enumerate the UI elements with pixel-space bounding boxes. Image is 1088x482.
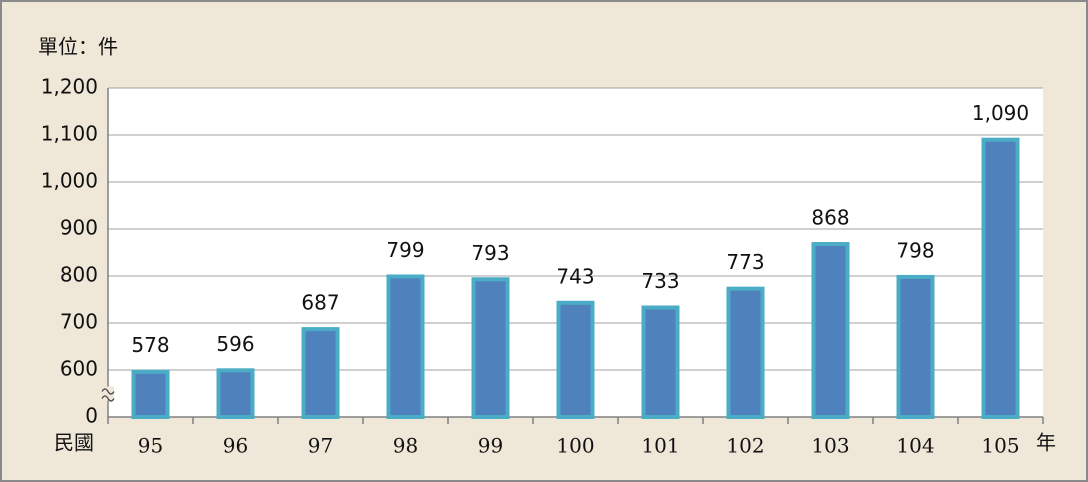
value-label: 687 — [301, 291, 339, 315]
x-tick-label: 96 — [223, 434, 248, 458]
value-label: 868 — [811, 206, 849, 230]
bar — [896, 274, 935, 419]
bar — [301, 327, 340, 419]
y-tick-label: 900 — [60, 216, 98, 240]
x-tick-label: 100 — [556, 434, 594, 458]
bar — [471, 277, 510, 420]
value-label: 743 — [556, 264, 594, 288]
x-tick-label: 103 — [811, 434, 849, 458]
x-label-prefix: 民國 — [54, 431, 94, 455]
bar — [811, 242, 850, 419]
value-label: 773 — [726, 250, 764, 274]
y-tick-label: 0 — [85, 404, 98, 428]
y-tick-label: 800 — [60, 263, 98, 287]
y-tick-label: 1,200 — [41, 75, 98, 99]
value-label: 596 — [216, 332, 254, 356]
y-tick-label: 1,100 — [41, 122, 98, 146]
x-tick-label: 102 — [726, 434, 764, 458]
bar — [726, 286, 765, 419]
value-label: 799 — [386, 238, 424, 262]
x-tick-label: 104 — [896, 434, 934, 458]
value-label: 793 — [471, 241, 509, 265]
x-label-suffix: 年 — [1036, 431, 1056, 455]
x-tick-label: 97 — [308, 434, 333, 458]
bar — [216, 368, 255, 419]
bar — [641, 305, 680, 419]
y-tick-label: 600 — [60, 357, 98, 381]
y-tick-label: 1,000 — [41, 169, 98, 193]
x-tick-label: 99 — [478, 434, 503, 458]
x-tick-label: 95 — [138, 434, 163, 458]
x-tick-label: 101 — [641, 434, 679, 458]
value-label: 578 — [131, 333, 169, 357]
bar — [386, 274, 425, 419]
value-label: 1,090 — [972, 101, 1029, 125]
x-tick-label: 105 — [981, 434, 1019, 458]
x-tick-label: 98 — [393, 434, 418, 458]
axis-break — [101, 388, 115, 402]
value-label: 798 — [896, 238, 934, 262]
y-tick-label: 700 — [60, 310, 98, 334]
unit-label: 單位：件 — [38, 35, 118, 59]
bar — [131, 369, 170, 419]
bar — [981, 137, 1020, 419]
bar — [556, 300, 595, 420]
value-label: 733 — [641, 269, 679, 293]
axis-break-gap — [102, 386, 114, 401]
